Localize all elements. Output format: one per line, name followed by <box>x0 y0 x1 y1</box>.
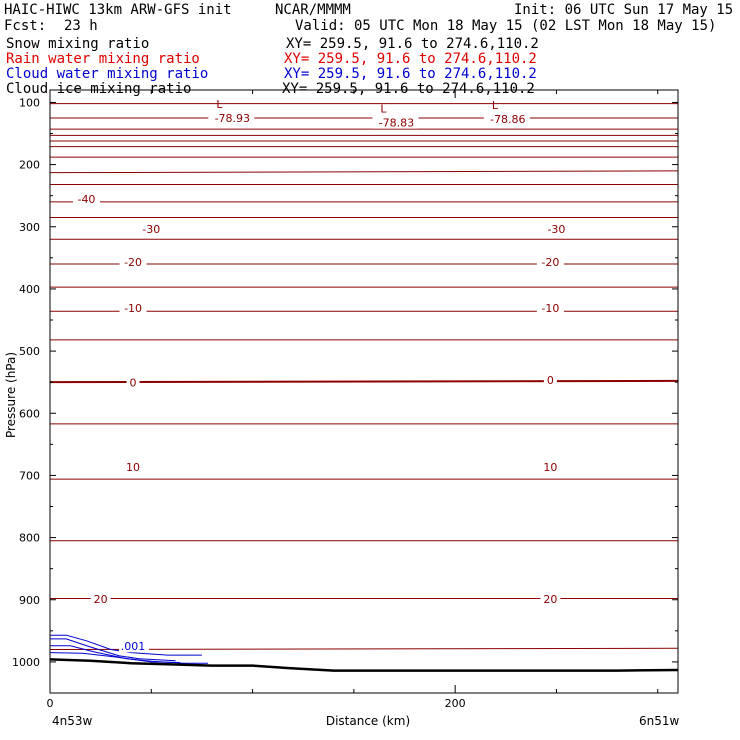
y-tick-label: 1000 <box>12 656 40 669</box>
cloud-label-bg <box>119 640 150 653</box>
contour-label-bg <box>536 255 564 268</box>
y-tick-label: 800 <box>19 532 40 545</box>
contour-label: -10 <box>541 302 559 315</box>
x-start-label: 4n53w <box>52 714 93 728</box>
contour-label: -30 <box>547 223 565 236</box>
field-cloudwater-xy: XY= 259.5, 91.6 to 274.6,110.2 <box>284 66 537 82</box>
minimum-marker: L <box>492 99 499 112</box>
contour-label: 20 <box>94 593 108 606</box>
contour-label: 10 <box>126 461 140 474</box>
contour-label: -30 <box>142 223 160 236</box>
x-tick-label: 200 <box>445 697 466 710</box>
y-tick-label: 700 <box>19 469 40 482</box>
cloud-water-contour <box>49 652 180 663</box>
field-cloudice-xy: XY= 259.5, 91.6 to 274.6,110.2 <box>282 81 535 97</box>
field-snow-xy: XY= 259.5, 91.6 to 274.6,110.2 <box>286 36 539 52</box>
contour-label-bg <box>543 373 557 386</box>
temperature-contour-line <box>49 647 679 650</box>
minimum-marker: L <box>216 98 223 111</box>
cloud-water-contours: .001 <box>49 634 208 664</box>
contour-label-bg <box>137 222 165 235</box>
plot-frame <box>49 89 679 694</box>
y-tick-label: 200 <box>19 159 40 172</box>
init-time: Init: 06 UTC Sun 17 May 15 <box>514 2 734 18</box>
x-axis-label: Distance (km) <box>326 714 410 728</box>
contour-label: -20 <box>124 256 142 269</box>
minimum-value-bg <box>372 116 419 129</box>
contour-label-bg <box>119 301 147 314</box>
y-tick-label: 300 <box>19 221 40 234</box>
forecast-label: Fcst: <box>4 18 47 34</box>
contour-label: -10 <box>124 302 142 315</box>
contour-label-bg <box>90 592 111 605</box>
y-tick-label: 900 <box>19 594 40 607</box>
contour-label: -40 <box>77 193 95 206</box>
temperature-contours <box>49 103 679 650</box>
field-cloudwater-name: Cloud water mixing ratio <box>6 66 209 82</box>
contour-label-bg <box>119 255 147 268</box>
y-tick-label: 400 <box>19 283 40 296</box>
y-tick-label: 500 <box>19 345 40 358</box>
cloud-water-contour <box>50 634 202 656</box>
valid-time: Valid: 05 UTC Mon 18 May 15 (02 LST Mon … <box>295 18 717 34</box>
contour-label-bg <box>536 301 564 314</box>
terrain-surface <box>49 658 679 672</box>
model-title: HAIC-HIWC 13km ARW-GFS init <box>4 2 232 18</box>
contour-label-bg <box>123 460 144 473</box>
minimum-value-bg <box>483 112 530 125</box>
field-rain-xy: XY= 259.5, 91.6 to 274.6,110.2 <box>284 51 537 67</box>
field-rain-name: Rain water mixing ratio <box>6 51 200 67</box>
temperature-contour-line <box>49 379 679 384</box>
temperature-contour-line <box>49 170 679 174</box>
field-snow-name: Snow mixing ratio <box>6 36 150 52</box>
y-tick-label: 100 <box>19 96 40 109</box>
cloud-water-contour <box>50 638 176 662</box>
forecast-hours: 23 h <box>64 18 98 34</box>
contour-label: 0 <box>130 376 137 389</box>
contour-label: 20 <box>543 593 557 606</box>
contour-label-bg <box>540 460 561 473</box>
terrain-line <box>49 658 679 672</box>
contour-label-bg <box>126 376 140 389</box>
contour-label: -20 <box>541 256 559 269</box>
contour-label-bg <box>540 592 561 605</box>
y-tick-label: 600 <box>19 407 40 420</box>
minimum-value: -78.83 <box>379 117 414 130</box>
contour-label-bg <box>542 222 570 235</box>
org-label: NCAR/MMMM <box>275 2 351 18</box>
x-end-label: 6n51w <box>639 714 680 728</box>
field-cloudice-name: Cloud ice mixing ratio <box>6 81 192 97</box>
minimum-value: -78.93 <box>215 112 250 125</box>
minimum-value-bg <box>208 112 255 125</box>
cloud-water-label: .001 <box>121 640 146 653</box>
x-tick-label: 0 <box>47 697 54 710</box>
minimum-marker: L <box>380 103 387 116</box>
contour-label: 0 <box>547 374 554 387</box>
minimum-value: -78.86 <box>490 113 525 126</box>
y-axis-label: Pressure (hPa) <box>4 352 18 438</box>
contour-label-bg <box>72 193 100 206</box>
contour-label: 10 <box>543 461 557 474</box>
